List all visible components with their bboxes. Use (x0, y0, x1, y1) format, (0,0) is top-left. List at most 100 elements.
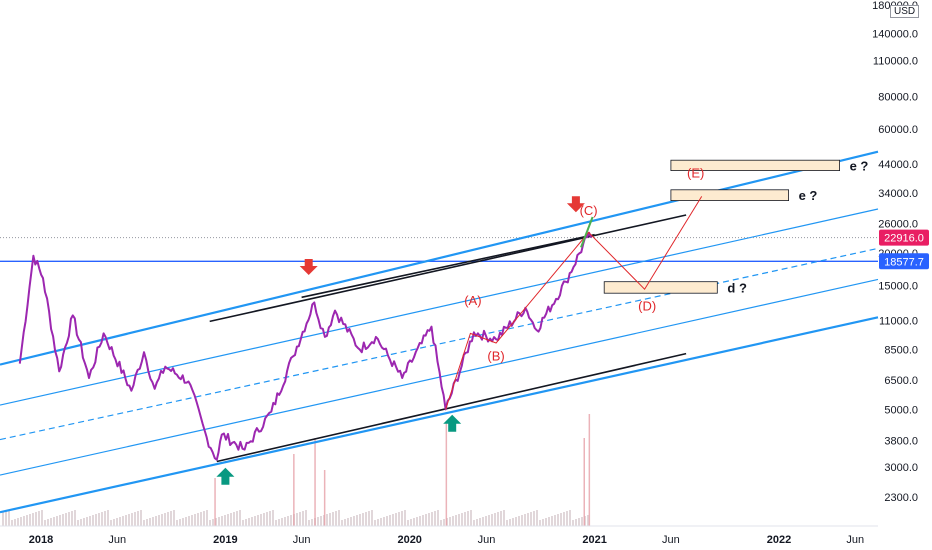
price-tags: 22916.0 18577.7 (879, 229, 929, 270)
volume-bar (548, 517, 550, 526)
target-box (670, 159, 841, 171)
volume-bar (113, 519, 115, 526)
volume-bar (365, 512, 367, 526)
volume-bar (362, 513, 364, 526)
time-axis[interactable]: 2018 Jun 2019 Jun 2020 Jun 2021 Jun 2022 Jun (0, 525, 878, 546)
wave-label: (B) (487, 349, 504, 364)
price-tick-label: 5000.0 (884, 404, 918, 416)
volume-bar (464, 512, 466, 526)
volume-bars (2, 414, 591, 526)
volume-bar (404, 510, 406, 526)
time-tick-label: Jun (293, 534, 311, 546)
volume-spike (588, 414, 591, 526)
price-tick-label: 34000.0 (878, 188, 918, 200)
volume-bar (377, 519, 379, 526)
wave-label: (E) (687, 166, 704, 181)
volume-bar (104, 511, 106, 526)
volume-bar (122, 516, 124, 526)
volume-bar (473, 520, 475, 526)
volume-bar (236, 511, 238, 526)
volume-bar (101, 512, 103, 526)
volume-bar (32, 513, 34, 526)
volume-bar (413, 518, 415, 526)
volume-bar (266, 512, 268, 526)
wave-label: (D) (638, 299, 656, 314)
trend-lines (209, 214, 687, 463)
volume-bar (452, 516, 454, 526)
currency-badge[interactable]: USD (890, 5, 920, 18)
price-tag-value: 18577.7 (884, 256, 924, 268)
volume-bar (41, 510, 43, 526)
volume-bar (176, 520, 178, 526)
volume-bar (170, 511, 172, 526)
volume-bar (395, 513, 397, 526)
volume-bar (119, 517, 121, 526)
trend-line (216, 352, 687, 463)
volume-bar (110, 520, 112, 526)
volume-bar (134, 512, 136, 526)
wave-path (445, 196, 703, 410)
volume-spike (323, 470, 326, 526)
volume-bar (578, 518, 580, 526)
volume-bar (50, 518, 52, 526)
volume-bar (485, 516, 487, 526)
volume-bar (197, 513, 199, 526)
price-axis[interactable]: 180000.0140000.0110000.080000.060000.044… (872, 0, 918, 504)
volume-bar (398, 512, 400, 526)
volume-bar (461, 513, 463, 526)
volume-bar (326, 514, 328, 526)
volume-bar (341, 520, 343, 526)
volume-bar (515, 517, 517, 526)
volume-bar (572, 520, 574, 526)
volume-bar (284, 517, 286, 526)
volume-bar (479, 518, 481, 526)
volume-bar (392, 514, 394, 526)
channel-line-inner-upper (0, 208, 879, 406)
volume-bar (281, 518, 283, 526)
volume-bar (35, 512, 37, 526)
volume-bar (317, 517, 319, 526)
volume-bar (56, 516, 58, 526)
volume-bar (149, 518, 151, 526)
volume-bar (248, 518, 250, 526)
volume-bar (329, 513, 331, 526)
price-tick-label: 80000.0 (878, 92, 918, 104)
volume-bar (497, 512, 499, 526)
volume-bar (92, 515, 94, 526)
volume-bar (296, 513, 298, 526)
volume-bar (500, 511, 502, 526)
volume-bar (530, 512, 532, 526)
target-boxes[interactable]: e ? e ? d ? (603, 158, 869, 295)
target-label: e ? (850, 158, 869, 173)
volume-bar (278, 519, 280, 526)
price-tag-bg (879, 253, 929, 270)
volume-bar (83, 518, 85, 526)
volume-bar (260, 514, 262, 526)
volume-bar (230, 513, 232, 526)
volume-bar (554, 515, 556, 526)
volume-spike (583, 438, 585, 526)
volume-bar (86, 517, 88, 526)
volume-bar (14, 519, 16, 526)
volume-bar (491, 514, 493, 526)
volume-bar (287, 516, 289, 526)
volume-bar (242, 520, 244, 526)
volume-bar (38, 511, 40, 526)
time-tick-label: Jun (846, 534, 864, 546)
volume-bar (308, 520, 310, 526)
price-line (18, 231, 593, 461)
volume-bar (194, 514, 196, 526)
price-tick-label: 140000.0 (872, 28, 918, 40)
volume-bar (206, 510, 208, 526)
volume-bar (53, 517, 55, 526)
price-tick-label: 2300.0 (884, 492, 918, 504)
volume-bar (563, 512, 565, 526)
volume-bar (542, 519, 544, 526)
volume-bar (353, 516, 355, 526)
price-tick-label: 15000.0 (878, 280, 918, 292)
volume-bar (476, 519, 478, 526)
volume-bar (161, 514, 163, 526)
volume-bar (566, 511, 568, 526)
price-tick-label: 26000.0 (878, 218, 918, 230)
